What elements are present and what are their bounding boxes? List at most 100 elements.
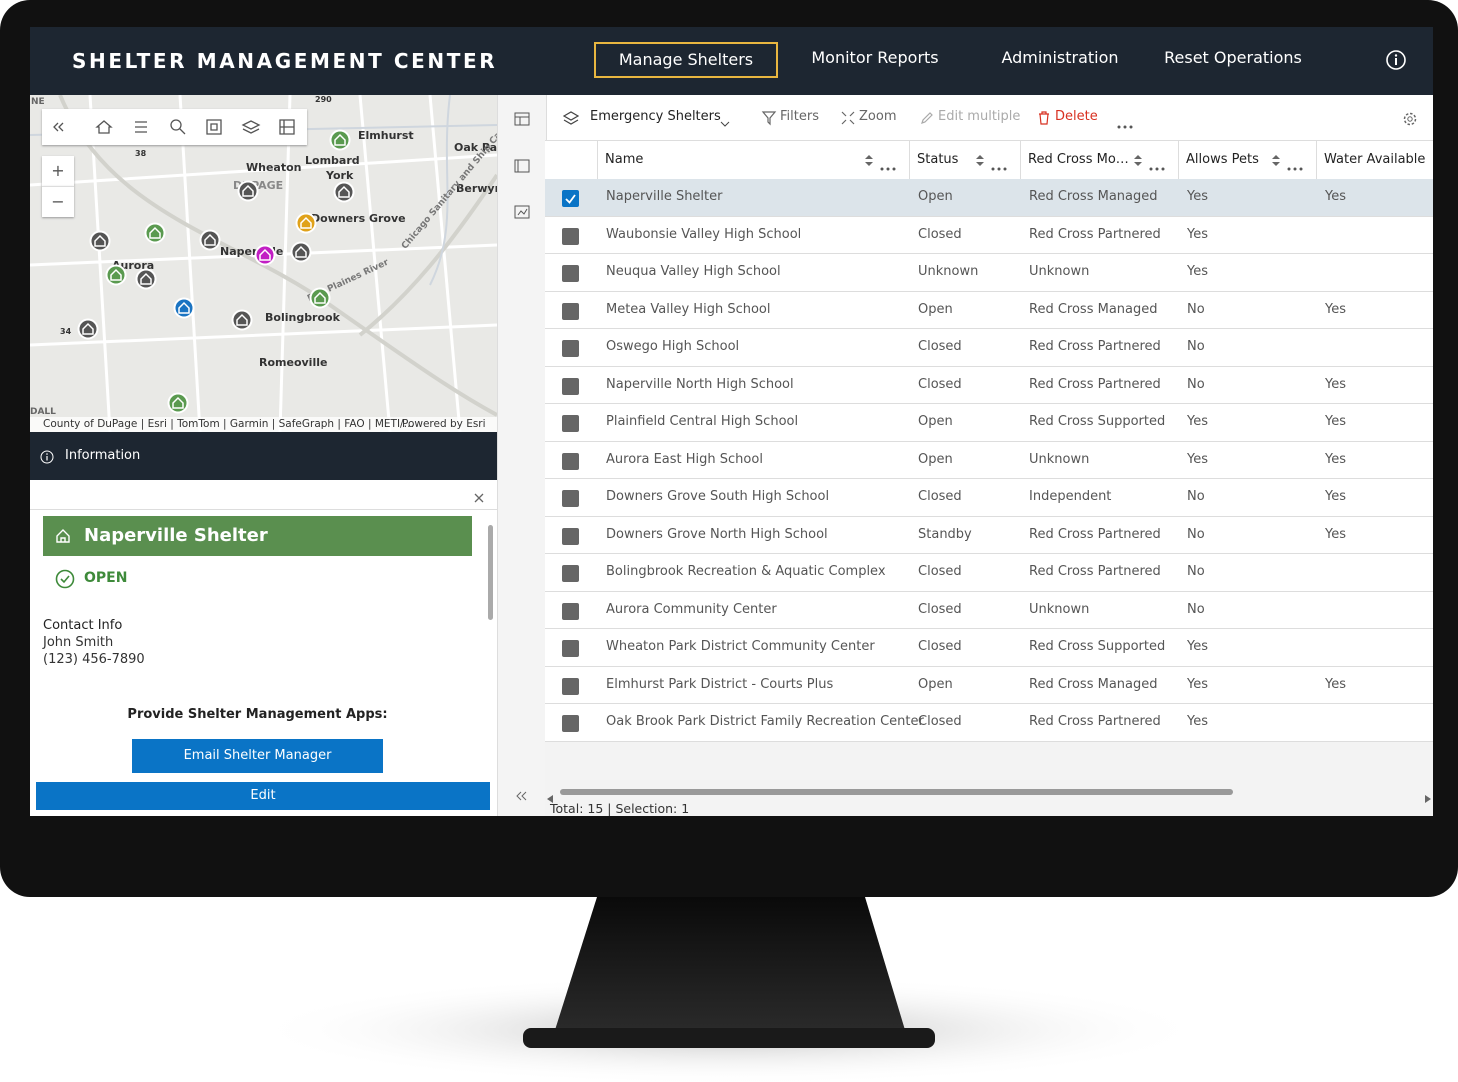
table-cell: Open — [918, 301, 953, 317]
row-checkbox[interactable] — [562, 677, 579, 695]
map-marker[interactable] — [333, 181, 355, 203]
table-row[interactable] — [545, 479, 1433, 517]
table-row[interactable] — [545, 366, 1433, 405]
row-checkbox[interactable] — [562, 377, 579, 395]
toolbar-button[interactable]: Zoom — [859, 109, 897, 124]
table-row[interactable] — [545, 704, 1433, 742]
table-row[interactable] — [545, 179, 1433, 217]
toolbar-icon[interactable] — [761, 110, 777, 126]
nav-tab[interactable]: Reset Operations — [1164, 48, 1302, 67]
map-tool[interactable] — [239, 115, 263, 139]
toolbar-icon[interactable] — [1036, 110, 1052, 126]
map-tool[interactable] — [129, 115, 153, 139]
row-checkbox[interactable] — [562, 265, 579, 283]
column-header[interactable]: Water Available — [1324, 152, 1426, 167]
more-button[interactable] — [1287, 157, 1303, 171]
edit-button[interactable]: Edit — [36, 782, 490, 810]
layer-selector[interactable]: Emergency Shelters — [590, 109, 721, 124]
toolbar-button[interactable]: Filters — [780, 109, 819, 124]
app-title: SHELTER MANAGEMENT CENTER — [72, 49, 498, 73]
map-marker[interactable] — [290, 241, 312, 263]
table-row[interactable] — [545, 629, 1433, 667]
table-cell: Yes — [1187, 714, 1208, 730]
table-row[interactable] — [545, 441, 1433, 480]
scroll-right[interactable] — [1425, 788, 1431, 803]
map-tool[interactable] — [202, 115, 226, 139]
map-marker[interactable] — [167, 392, 189, 414]
table-row[interactable] — [545, 291, 1433, 330]
row-checkbox[interactable] — [562, 227, 579, 245]
zoom-in-button[interactable]: + — [42, 156, 74, 186]
column-header[interactable]: Status — [917, 152, 959, 167]
row-checkbox[interactable] — [562, 565, 579, 583]
more-button[interactable] — [1149, 157, 1165, 171]
toolbar-button[interactable]: Delete — [1055, 109, 1098, 124]
row-checkbox[interactable] — [562, 302, 579, 320]
map-tool[interactable] — [166, 115, 190, 139]
settings-icon[interactable] — [1402, 111, 1418, 127]
map-marker[interactable] — [231, 309, 253, 331]
table-cell: Open — [918, 676, 953, 692]
row-checkbox[interactable] — [562, 715, 579, 733]
sidebar-icon[interactable] — [514, 158, 530, 173]
map-marker[interactable] — [89, 230, 111, 252]
map-marker[interactable] — [199, 229, 221, 251]
more-button[interactable] — [880, 157, 896, 171]
more-button[interactable] — [1117, 115, 1133, 129]
toolbar-icon[interactable] — [919, 110, 935, 126]
nav-tab[interactable]: Administration — [1001, 48, 1119, 67]
close-button[interactable] — [473, 489, 485, 503]
table-row[interactable] — [545, 404, 1433, 442]
map-marker[interactable] — [135, 268, 157, 290]
map-marker[interactable] — [329, 129, 351, 151]
table-cell: Open — [918, 414, 953, 430]
sidebar-icon[interactable] — [514, 111, 530, 126]
map-tool[interactable] — [275, 115, 299, 139]
table-row[interactable] — [545, 216, 1433, 255]
scroll-left[interactable] — [547, 788, 553, 803]
sort-button[interactable] — [975, 152, 985, 166]
table-row[interactable] — [545, 554, 1433, 592]
row-checkbox[interactable] — [562, 602, 579, 620]
email-button[interactable]: Email Shelter Manager — [132, 739, 383, 773]
column-header[interactable]: Red Cross Mo… — [1028, 152, 1129, 167]
sort-button[interactable] — [1133, 152, 1143, 166]
map-marker[interactable] — [254, 244, 276, 266]
collapse-button[interactable] — [515, 787, 527, 801]
nav-tab[interactable]: Monitor Reports — [811, 48, 939, 67]
sidebar-icon[interactable] — [514, 204, 530, 219]
map-tool[interactable] — [92, 115, 116, 139]
table-row[interactable] — [545, 254, 1433, 292]
column-header[interactable]: Name — [605, 152, 644, 167]
row-checkbox[interactable] — [562, 340, 579, 358]
map-tool[interactable] — [48, 115, 72, 139]
toolbar-button[interactable]: Edit multiple — [938, 109, 1021, 124]
row-checkbox[interactable] — [562, 527, 579, 545]
row-checkbox[interactable] — [562, 190, 579, 207]
row-checkbox[interactable] — [562, 640, 579, 658]
zoom-out-button[interactable]: − — [42, 186, 74, 217]
map-marker[interactable] — [105, 264, 127, 286]
map-marker[interactable] — [173, 297, 195, 319]
map-marker[interactable] — [309, 287, 331, 309]
table-row[interactable] — [545, 591, 1433, 630]
row-checkbox[interactable] — [562, 415, 579, 433]
more-button[interactable] — [991, 157, 1007, 171]
nav-tab[interactable]: Manage Shelters — [594, 42, 778, 78]
table-row[interactable] — [545, 329, 1433, 367]
map-marker[interactable] — [237, 180, 259, 202]
table-cell: Red Cross Partnered — [1029, 714, 1161, 730]
toolbar-icon[interactable] — [840, 110, 856, 126]
column-header[interactable]: Allows Pets — [1186, 152, 1259, 167]
map-marker[interactable] — [295, 212, 317, 234]
sort-button[interactable] — [864, 152, 874, 166]
table-row[interactable] — [545, 516, 1433, 555]
map-marker[interactable] — [77, 318, 99, 340]
info-button[interactable] — [1385, 49, 1407, 71]
row-checkbox[interactable] — [562, 490, 579, 508]
scrollbar — [488, 525, 493, 620]
row-checkbox[interactable] — [562, 452, 579, 470]
table-row[interactable] — [545, 666, 1433, 705]
sort-button[interactable] — [1271, 152, 1281, 166]
map-marker[interactable] — [144, 222, 166, 244]
